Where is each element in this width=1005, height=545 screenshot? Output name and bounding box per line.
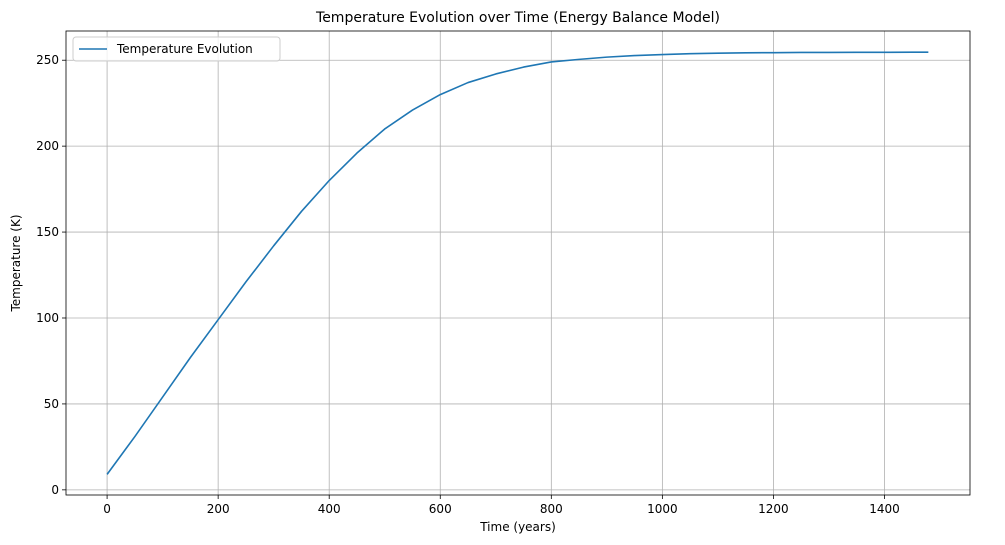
x-tick-label: 800 bbox=[540, 502, 563, 516]
x-tick-label: 600 bbox=[429, 502, 452, 516]
y-tick-label: 0 bbox=[51, 483, 59, 497]
y-tick-label: 100 bbox=[36, 311, 59, 325]
ticks: 0 200 400 600 800 1000 1200 1400 0 50 100 150 200 250 bbox=[36, 53, 900, 516]
plot-frame bbox=[65, 30, 971, 496]
legend-box bbox=[72, 36, 281, 62]
legend-entry-label: Temperature Evolution bbox=[116, 42, 253, 56]
legend: Temperature Evolution bbox=[72, 36, 281, 62]
x-tick-label: 400 bbox=[318, 502, 341, 516]
y-tick-label: 200 bbox=[36, 139, 59, 153]
x-tick-label: 1200 bbox=[758, 502, 789, 516]
chart-title: Temperature Evolution over Time (Energy … bbox=[315, 10, 720, 26]
x-tick-label: 0 bbox=[103, 502, 111, 516]
x-tick-label: 200 bbox=[207, 502, 230, 516]
y-tick-label: 50 bbox=[44, 397, 59, 411]
x-tick-label: 1400 bbox=[869, 502, 900, 516]
y-tick-label: 150 bbox=[36, 225, 59, 239]
grid bbox=[66, 31, 970, 495]
y-tick-label: 250 bbox=[36, 53, 59, 67]
series-line-temperature-evolution bbox=[106, 51, 929, 475]
y-axis-label: Temperature (K) bbox=[9, 214, 23, 312]
x-axis-label: Time (years) bbox=[479, 520, 556, 534]
x-tick-label: 1000 bbox=[647, 502, 678, 516]
series-layer bbox=[106, 51, 929, 475]
